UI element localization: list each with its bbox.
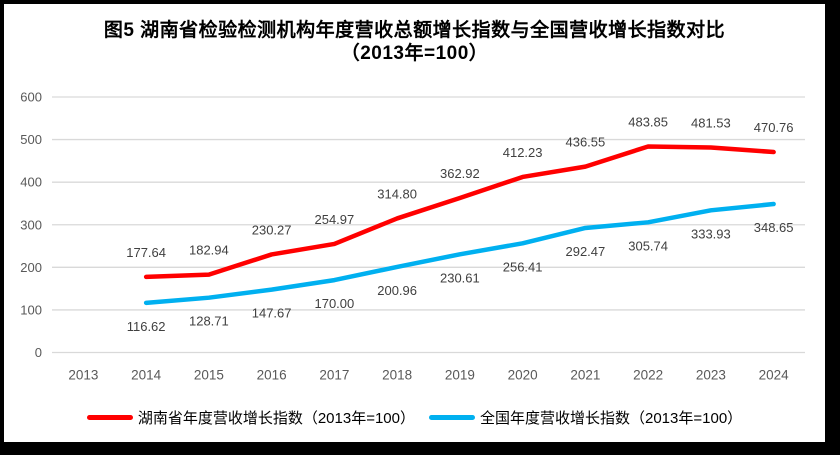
data-label: 483.85 xyxy=(628,114,668,129)
legend-swatch-national-line xyxy=(429,415,475,420)
y-tick-label: 300 xyxy=(20,217,42,232)
data-label: 230.61 xyxy=(440,270,480,285)
data-label: 170.00 xyxy=(314,296,354,311)
x-tick-label: 2013 xyxy=(68,368,98,383)
data-label: 412.23 xyxy=(503,145,543,160)
data-label: 147.67 xyxy=(252,306,292,321)
x-tick-label: 2018 xyxy=(382,368,412,383)
y-tick-label: 100 xyxy=(20,302,42,317)
data-label: 116.62 xyxy=(127,319,166,334)
chart-title-line2: （2013年=100） xyxy=(340,43,489,64)
chart-canvas: 图5 湖南省检验检测机构年度营收总额增长指数与全国营收增长指数对比 （2013年… xyxy=(4,4,825,442)
y-tick-label: 600 xyxy=(20,90,42,105)
x-tick-label: 2017 xyxy=(319,368,349,383)
data-label: 230.27 xyxy=(252,222,292,237)
data-label: 481.53 xyxy=(691,115,731,130)
series-line xyxy=(143,144,776,280)
legend-item-hunan: 湖南省年度营收增长指数（2013年=100） xyxy=(86,407,415,428)
data-label: 305.74 xyxy=(628,238,668,253)
data-label: 128.71 xyxy=(189,314,229,329)
data-label: 292.47 xyxy=(565,244,605,259)
data-label: 470.76 xyxy=(754,120,794,135)
x-tick-label: 2015 xyxy=(194,368,224,383)
series-line xyxy=(143,201,776,306)
data-label: 362.92 xyxy=(440,166,480,181)
x-tick-label: 2016 xyxy=(257,368,287,383)
legend-label-national: 全国年度营收增长指数（2013年=100） xyxy=(480,410,743,427)
chart-title: 图5 湖南省检验检测机构年度营收总额增长指数与全国营收增长指数对比 （2013年… xyxy=(4,19,825,65)
y-tick-label: 500 xyxy=(20,132,42,147)
x-tick-label: 2019 xyxy=(445,368,475,383)
data-label: 333.93 xyxy=(691,226,731,241)
line-chart: 0 100 200 300 400 500 600 2013 2014 2015 2016 2017 2… xyxy=(20,90,805,383)
x-tick-label: 2022 xyxy=(633,368,663,383)
legend-label-hunan: 湖南省年度营收增长指数（2013年=100） xyxy=(137,410,415,427)
y-tick-label: 400 xyxy=(20,175,42,190)
x-tick-label: 2023 xyxy=(696,368,726,383)
data-label: 436.55 xyxy=(565,135,605,150)
y-tick-label: 200 xyxy=(20,260,42,275)
legend-swatch-hunan-line xyxy=(86,415,133,420)
data-label: 182.94 xyxy=(189,243,229,258)
chart-title-line1: 图5 湖南省检验检测机构年度营收总额增长指数与全国营收增长指数对比 xyxy=(103,20,726,41)
x-tick-label: 2020 xyxy=(508,368,538,383)
data-label: 200.96 xyxy=(377,283,417,298)
data-label: 314.80 xyxy=(377,186,417,201)
chart-legend: 湖南省年度营收增长指数（2013年=100） 全国年度营收增长指数（2013年=… xyxy=(4,407,825,428)
y-tick-label: 0 xyxy=(35,345,42,360)
data-label: 177.64 xyxy=(126,245,166,260)
x-tick-label: 2021 xyxy=(570,368,600,383)
data-label: 256.41 xyxy=(503,259,543,274)
x-tick-label: 2024 xyxy=(759,368,790,383)
data-label: 348.65 xyxy=(754,220,794,235)
x-tick-label: 2014 xyxy=(131,368,162,383)
data-label: 254.97 xyxy=(314,212,354,227)
legend-item-national: 全国年度营收增长指数（2013年=100） xyxy=(429,407,742,428)
